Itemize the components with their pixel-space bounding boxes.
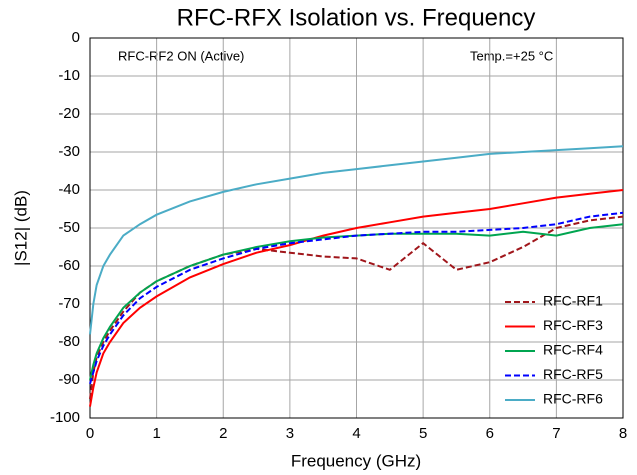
- y-tick-label: -100: [50, 409, 80, 426]
- legend-label: RFC-RF6: [543, 391, 603, 407]
- y-tick-label: -40: [58, 181, 80, 198]
- x-tick-label: 7: [552, 425, 560, 442]
- x-tick-label: 0: [86, 425, 94, 442]
- series-line: [89, 211, 624, 385]
- series-line: [89, 223, 624, 381]
- chart-title: RFC-RFX Isolation vs. Frequency: [177, 4, 536, 31]
- y-tick-label: -50: [58, 219, 80, 236]
- series-line: [89, 215, 624, 400]
- plot-border: [89, 37, 624, 419]
- legend-label: RFC-RF1: [543, 293, 603, 309]
- y-tick-label: -60: [58, 257, 80, 274]
- x-tick-label: 3: [286, 425, 294, 442]
- series-line: [89, 189, 624, 407]
- x-tick-label: 1: [152, 425, 160, 442]
- x-tick-label: 6: [486, 425, 494, 442]
- y-tick-label: -80: [58, 333, 80, 350]
- y-tick-label: -90: [58, 371, 80, 388]
- legend-label: RFC-RF3: [543, 317, 603, 333]
- x-tick-label: 2: [219, 425, 227, 442]
- x-tick-label: 4: [352, 425, 360, 442]
- legend-label: RFC-RF5: [543, 366, 603, 382]
- x-axis-label: Frequency (GHz): [291, 451, 421, 470]
- y-tick-label: 0: [72, 29, 80, 46]
- series-line: [89, 145, 624, 335]
- y-tick-label: -20: [58, 105, 80, 122]
- annotation: Temp.=+25 °C: [470, 48, 553, 63]
- annotation: RFC-RF2 ON (Active): [118, 48, 244, 63]
- y-tick-label: -10: [58, 67, 80, 84]
- x-tick-label: 5: [419, 425, 427, 442]
- x-tick-label: 8: [619, 425, 627, 442]
- legend-label: RFC-RF4: [543, 342, 603, 358]
- y-tick-label: -70: [58, 295, 80, 312]
- y-axis-label: |S12| (dB): [11, 190, 30, 266]
- y-tick-label: -30: [58, 143, 80, 160]
